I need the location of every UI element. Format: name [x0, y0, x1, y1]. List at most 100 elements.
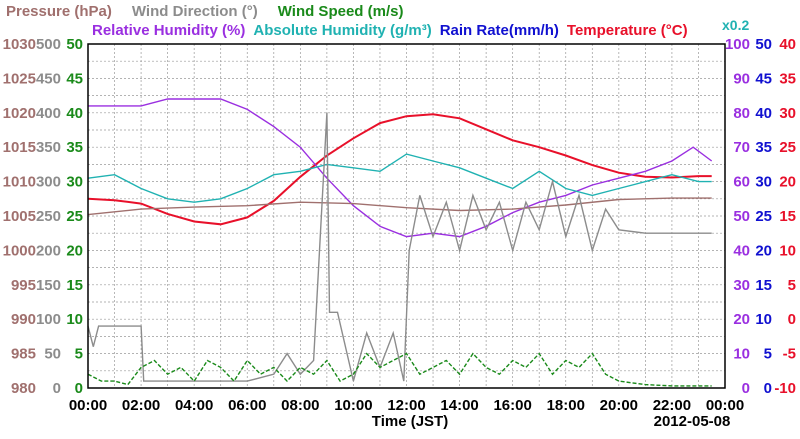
y-tick-label: 1030: [3, 36, 36, 53]
y-tick-label: 40: [733, 242, 750, 259]
legend: Pressure (hPa) Wind Direction (°) Wind Spe…: [6, 3, 688, 39]
y-tick-label: 10: [755, 311, 772, 328]
y-tick-label: 1010: [3, 174, 36, 191]
abs-humidity-multiplier: x0.2: [722, 17, 749, 33]
x-tick-label: 18:00: [547, 397, 585, 414]
y-tick-label: 100: [36, 311, 61, 328]
y-tick-label: 50: [733, 208, 750, 225]
left-axes: 9809859909951000100510101015102010251030…: [3, 36, 83, 397]
y-tick-label: 980: [11, 380, 36, 397]
y-tick-label: 25: [66, 208, 83, 225]
x-tick-label: 10:00: [334, 397, 372, 414]
y-tick-label: 0: [53, 380, 61, 397]
y-tick-label: 0: [788, 311, 796, 328]
y-tick-label: 15: [755, 277, 772, 294]
y-tick-label: -5: [783, 346, 796, 363]
legend-item: Pressure (hPa): [6, 3, 112, 20]
y-tick-label: 30: [66, 174, 83, 191]
y-tick-label: 250: [36, 208, 61, 225]
x-tick-label: 14:00: [440, 397, 478, 414]
y-tick-label: 150: [36, 277, 61, 294]
series-line: [87, 153, 712, 203]
y-tick-label: 990: [11, 311, 36, 328]
y-tick-label: 20: [66, 242, 83, 259]
y-tick-label: 1005: [3, 208, 36, 225]
y-tick-label: 500: [36, 36, 61, 53]
x-tick-label: 20:00: [600, 397, 638, 414]
y-tick-label: 50: [66, 36, 83, 53]
y-tick-label: 20: [755, 242, 772, 259]
y-tick-label: 90: [733, 70, 750, 87]
y-tick-label: 70: [733, 139, 750, 156]
y-tick-label: 40: [755, 105, 772, 122]
y-tick-label: 0: [764, 380, 772, 397]
x-tick-label: 06:00: [228, 397, 266, 414]
y-tick-label: 50: [755, 36, 772, 53]
y-tick-label: 45: [66, 70, 83, 87]
y-tick-label: 20: [733, 311, 750, 328]
x-tick-label: 22:00: [653, 397, 691, 414]
series-line: [87, 352, 712, 387]
y-tick-label: 0: [75, 380, 83, 397]
y-tick-label: 35: [66, 139, 83, 156]
series-line: [87, 113, 712, 226]
date-label: 2012-05-08: [654, 413, 731, 430]
y-tick-label: 350: [36, 139, 61, 156]
y-tick-label: 200: [36, 242, 61, 259]
y-tick-label: 35: [755, 139, 772, 156]
legend-item: Rain Rate(mm/h): [440, 22, 559, 39]
y-tick-label: 45: [755, 70, 772, 87]
y-tick-label: 35: [779, 70, 796, 87]
x-tick-label: 00:00: [706, 397, 744, 414]
y-tick-label: 100: [725, 36, 750, 53]
x-tick-label: 02:00: [122, 397, 160, 414]
y-tick-label: 50: [44, 346, 61, 363]
x-axis-label: Time (JST): [372, 413, 448, 430]
series-line: [88, 98, 713, 238]
y-tick-label: 20: [779, 174, 796, 191]
x-tick-label: 12:00: [387, 397, 425, 414]
plot-frame: [87, 43, 726, 389]
y-tick-label: 40: [66, 105, 83, 122]
y-tick-label: 30: [755, 174, 772, 191]
series-line: [87, 197, 712, 216]
x-tick-labels: 00:00 02:00 04:00 06:00 08:00 10:00 12:00 14:00…: [69, 397, 744, 414]
y-tick-label: 10: [66, 311, 83, 328]
y-tick-label: 30: [779, 105, 796, 122]
y-tick-label: 60: [733, 174, 750, 191]
y-tick-label: 400: [36, 105, 61, 122]
x-tick-label: 08:00: [281, 397, 319, 414]
legend-item: Absolute Humidity (g/m³): [253, 22, 431, 39]
y-tick-label: 0: [742, 380, 750, 397]
series-line: [87, 112, 712, 382]
legend-item: Relative Humidity (%): [92, 22, 245, 39]
y-tick-label: 995: [11, 277, 36, 294]
legend-item: Wind Speed (m/s): [278, 3, 404, 20]
x-tick-label: 04:00: [175, 397, 213, 414]
y-tick-label: -10: [774, 380, 796, 397]
y-tick-label: 5: [788, 277, 796, 294]
y-tick-label: 25: [755, 208, 772, 225]
y-tick-label: 80: [733, 105, 750, 122]
y-tick-label: 10: [779, 242, 796, 259]
y-tick-label: 1000: [3, 242, 36, 259]
y-tick-label: 5: [75, 346, 83, 363]
x-tick-label: 00:00: [69, 397, 107, 414]
x-tick-label: 16:00: [493, 397, 531, 414]
y-tick-label: 40: [779, 36, 796, 53]
y-tick-label: 1020: [3, 105, 36, 122]
y-tick-label: 450: [36, 70, 61, 87]
y-tick-label: 15: [779, 208, 796, 225]
legend-item: Wind Direction (°): [132, 3, 258, 20]
y-tick-label: 1025: [3, 70, 36, 87]
series-lines: [87, 98, 713, 387]
y-tick-label: 985: [11, 346, 36, 363]
legend-item: Temperature (°C): [567, 22, 688, 39]
y-tick-label: 25: [779, 139, 796, 156]
y-tick-label: 300: [36, 174, 61, 191]
y-tick-label: 1015: [3, 139, 36, 156]
right-axes: 0102030405060708090100051015202530354045…: [725, 36, 796, 397]
y-tick-label: 10: [733, 346, 750, 363]
y-tick-label: 15: [66, 277, 83, 294]
